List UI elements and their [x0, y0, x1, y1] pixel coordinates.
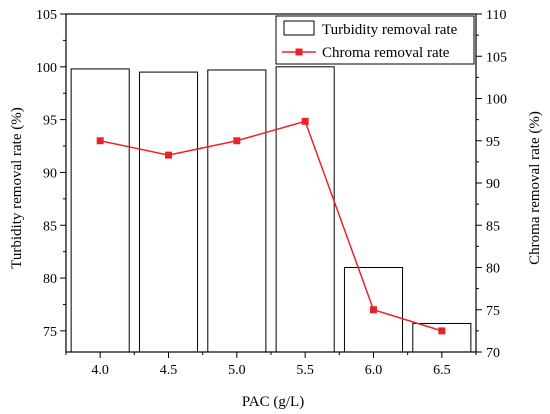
legend-label-turbidity: Turbidity removal rate — [322, 22, 458, 38]
x-tick-label: 5.5 — [296, 363, 314, 378]
right-y-tick-label: 100 — [486, 93, 507, 108]
right-y-tick-label: 90 — [486, 177, 500, 192]
bar-4.5 — [138, 71, 199, 353]
axes: 75 80 85 90 95 100 105 70 75 80 85 90 95 100 105 110 4.0… — [36, 8, 507, 378]
x-tick-label: 4.0 — [91, 363, 109, 378]
right-y-axis-label: Chroma removal rate (%) — [527, 111, 543, 265]
legend-swatch-marker — [295, 48, 303, 56]
left-y-tick-label: 100 — [36, 61, 57, 76]
bar-5.0 — [207, 69, 267, 353]
right-y-tick-label: 105 — [486, 50, 507, 65]
left-y-tick-label: 90 — [43, 166, 57, 181]
right-y-tick-label: 85 — [486, 219, 500, 234]
right-y-tick-label: 95 — [486, 135, 500, 150]
left-y-tick-label: 75 — [43, 325, 57, 340]
legend: Turbidity removal rate Chroma removal rat… — [275, 15, 475, 65]
x-tick-label: 5.0 — [228, 363, 246, 378]
chroma-point-4.5 — [165, 151, 172, 159]
x-tick-label: 6.5 — [433, 363, 451, 378]
bar-5.5 — [275, 66, 335, 353]
chroma-line — [100, 120, 443, 332]
left-y-tick-label: 105 — [36, 8, 57, 23]
right-y-tick-label: 80 — [486, 262, 500, 277]
legend-swatch-bar — [283, 20, 315, 36]
legend-label-chroma: Chroma removal rate — [322, 45, 450, 61]
left-y-axis-label: Turbidity removal rate (%) — [9, 107, 25, 269]
chroma-point-4.0 — [96, 137, 104, 145]
chroma-point-6.5 — [438, 327, 446, 335]
chroma-point-5.5 — [301, 117, 309, 125]
bar-4.0 — [70, 68, 130, 353]
left-y-tick-label: 95 — [43, 114, 57, 129]
x-tick-label: 4.5 — [160, 363, 178, 378]
x-tick-label: 6.0 — [365, 363, 383, 378]
left-y-tick-label: 85 — [43, 219, 57, 234]
plot-area — [70, 66, 472, 353]
chroma-point-6.0 — [370, 306, 377, 314]
right-y-tick-label: 75 — [486, 304, 500, 319]
chroma-point-5.0 — [233, 137, 241, 145]
right-y-tick-label: 110 — [486, 8, 506, 23]
right-y-tick-label: 70 — [486, 346, 500, 361]
x-axis-label: PAC (g/L) — [242, 394, 304, 410]
left-y-tick-label: 80 — [43, 272, 57, 287]
